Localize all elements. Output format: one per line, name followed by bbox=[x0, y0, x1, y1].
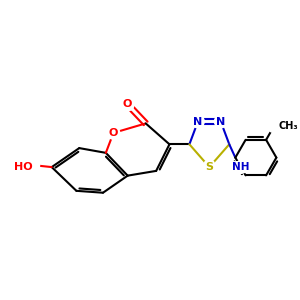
Circle shape bbox=[268, 120, 280, 133]
Text: N: N bbox=[216, 116, 225, 127]
Text: CH₃: CH₃ bbox=[278, 121, 298, 131]
Circle shape bbox=[192, 115, 204, 128]
Text: O: O bbox=[123, 99, 132, 110]
Text: NH: NH bbox=[232, 162, 249, 172]
Circle shape bbox=[234, 161, 247, 173]
Text: N: N bbox=[193, 116, 203, 127]
Text: O: O bbox=[109, 128, 118, 138]
Circle shape bbox=[203, 161, 216, 173]
Text: HO: HO bbox=[14, 162, 33, 172]
Text: S: S bbox=[205, 162, 213, 172]
Circle shape bbox=[16, 161, 28, 173]
Circle shape bbox=[214, 115, 227, 128]
Circle shape bbox=[27, 159, 40, 171]
Circle shape bbox=[122, 98, 134, 111]
Circle shape bbox=[107, 127, 120, 139]
